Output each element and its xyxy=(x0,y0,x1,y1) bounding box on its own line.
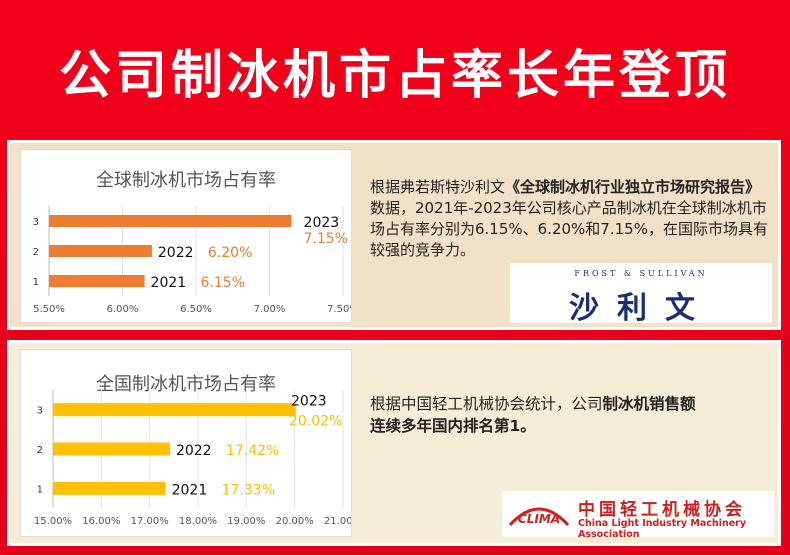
x-tick-label: 20.00% xyxy=(276,516,314,527)
category-label: 1 xyxy=(37,484,43,495)
global-text-prefix: 根据弗若斯特沙利文 xyxy=(370,178,506,196)
domestic-text-prefix: 根据中国轻工机械协会统计，公司 xyxy=(370,395,603,413)
value-label: 7.15% xyxy=(304,231,348,247)
x-tick-label: 21.00% xyxy=(324,516,351,527)
domestic-market-panel: 全国制冰机市场占有率 15.00% 16.00% 17.00% 18.00% 19.00… xyxy=(7,340,781,546)
value-label: 20.02% xyxy=(289,414,342,430)
global-chart: 全球制冰机市场占有率 5.50% 6.00% 6.50% 7.00% 7.50% 1 202… xyxy=(20,149,352,323)
x-tick-label: 16.00% xyxy=(82,516,120,527)
domestic-chart: 全国制冰机市场占有率 15.00% 16.00% 17.00% 18.00% 19.00… xyxy=(20,349,352,537)
category-label: 1 xyxy=(33,277,39,288)
bar xyxy=(53,481,166,495)
domestic-chart-title: 全国制冰机市场占有率 xyxy=(96,374,276,395)
x-tick-label: 5.50% xyxy=(33,304,65,315)
x-tick-label: 7.00% xyxy=(254,304,286,315)
global-description: 根据弗若斯特沙利文《全球制冰机行业独立市场研究报告》数据，2021年-2023年… xyxy=(370,177,770,261)
x-tick-label: 15.00% xyxy=(34,516,72,527)
year-label: 2023 xyxy=(304,215,340,231)
clima-emblem-icon: CLIMA xyxy=(508,507,570,527)
x-tick-label: 6.00% xyxy=(107,304,139,315)
domestic-text-bold: 制冰机销售额连续多年国内排名第1。 xyxy=(370,395,696,435)
bar xyxy=(53,442,170,456)
bar xyxy=(49,275,145,287)
headline: 公司制冰机市占率长年登顶 xyxy=(58,45,731,106)
frost-logo-big-text: 沙利文 xyxy=(569,291,713,326)
year-label: 2022 xyxy=(158,245,194,261)
category-label: 3 xyxy=(37,406,43,417)
x-tick-label: 7.50% xyxy=(327,304,351,315)
x-tick-label: 19.00% xyxy=(227,516,265,527)
global-text-rest: 数据，2021年-2023年公司核心产品制冰机在全球制冰机市场占有率分别为6.1… xyxy=(370,199,768,259)
bar xyxy=(49,215,292,227)
bar xyxy=(53,403,296,417)
clima-emblem-text: CLIMA xyxy=(518,512,560,526)
frost-sullivan-logo: FROST & SULLIVAN 沙利文 xyxy=(510,263,772,326)
x-tick-label: 6.50% xyxy=(180,304,212,315)
bar xyxy=(49,245,152,257)
clima-logo: CLIMA 中国轻工机械协会 China Light Industry Mach… xyxy=(502,491,774,540)
clima-cn-name: 中国轻工机械协会 xyxy=(578,500,746,520)
domestic-description: 根据中国轻工机械协会统计，公司制冰机销售额连续多年国内排名第1。 xyxy=(370,393,700,437)
category-label: 3 xyxy=(33,217,39,228)
year-label: 2021 xyxy=(172,482,208,498)
year-label: 2023 xyxy=(291,394,327,410)
domestic-chart-svg: 15.00% 16.00% 17.00% 18.00% 19.00% 20.00% 21.0… xyxy=(34,390,351,527)
global-chart-svg: 5.50% 6.00% 6.50% 7.00% 7.50% 1 2021 6.15% 2 2022… xyxy=(33,206,351,315)
value-label: 17.42% xyxy=(226,443,279,459)
year-label: 2022 xyxy=(176,443,212,459)
x-tick-label: 17.00% xyxy=(131,516,169,527)
x-tick-label: 18.00% xyxy=(179,516,217,527)
value-label: 6.20% xyxy=(208,245,252,261)
global-chart-title: 全球制冰机市场占有率 xyxy=(96,170,276,191)
category-label: 2 xyxy=(37,445,43,456)
clima-en-name: China Light Industry Machinery Associati… xyxy=(578,518,747,540)
frost-logo-small-text: FROST & SULLIVAN xyxy=(574,269,708,278)
global-text-bold: 《全球制冰机行业独立市场研究报告》 xyxy=(505,178,761,196)
global-market-panel: 全球制冰机市场占有率 5.50% 6.00% 6.50% 7.00% 7.50% 1 202… xyxy=(7,140,781,330)
category-label: 2 xyxy=(33,247,39,258)
value-label: 17.33% xyxy=(222,482,275,498)
value-label: 6.15% xyxy=(201,275,245,291)
year-label: 2021 xyxy=(151,275,187,291)
